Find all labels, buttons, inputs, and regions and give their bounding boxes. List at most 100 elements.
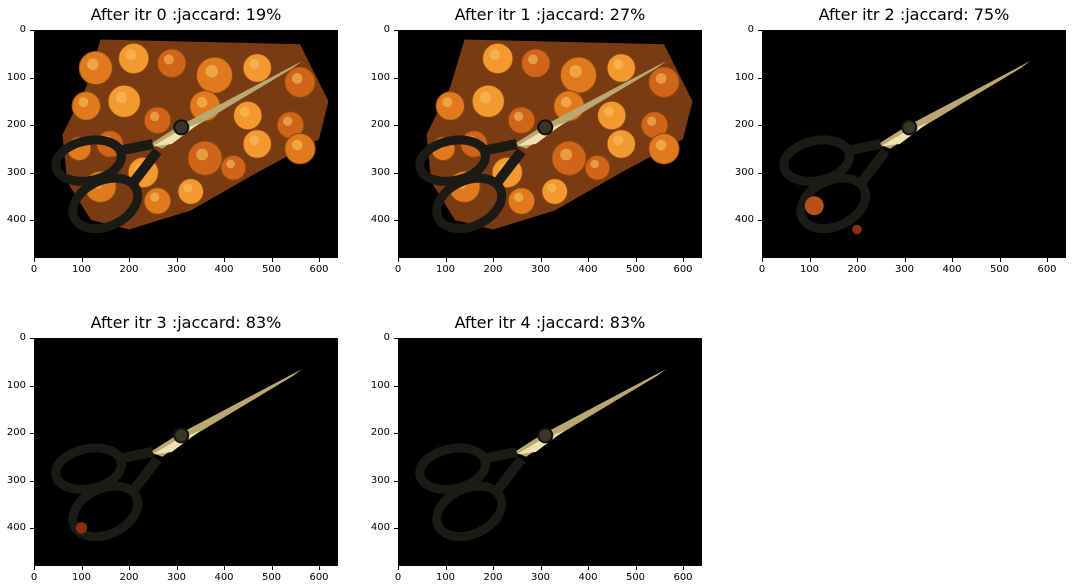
- scissor-pivot: [537, 119, 554, 136]
- x-tick-mark: [34, 258, 35, 262]
- segmentation-image: [34, 338, 338, 566]
- x-tick-label: 100: [71, 264, 92, 275]
- y-tick-label: 200: [6, 119, 26, 130]
- fruit-item: [143, 106, 172, 135]
- panel-title: After itr 4 :jaccard: 83%: [454, 313, 646, 332]
- x-tick-mark: [398, 566, 399, 570]
- x-tick-label: 0: [394, 264, 402, 275]
- y-tick-label: 400: [734, 214, 754, 225]
- y-tick-label: 100: [370, 379, 390, 391]
- x-tick-label: 600: [673, 264, 693, 275]
- x-tick-label: 0: [394, 572, 402, 583]
- y-tick-mark: [394, 172, 398, 174]
- x-tick-label: 100: [435, 572, 456, 583]
- y-tick-label: 0: [19, 332, 26, 343]
- x-tick-mark: [129, 566, 130, 570]
- y-tick-mark: [30, 77, 34, 79]
- y-tick-mark: [30, 480, 34, 482]
- x-tick-label: 500: [261, 264, 282, 275]
- panel-title: After itr 0 :jaccard: 19%: [90, 5, 282, 24]
- x-tick-label: 300: [894, 264, 915, 275]
- x-tick-label: 0: [758, 264, 766, 275]
- x-tick-mark: [271, 258, 273, 262]
- y-tick-mark: [758, 220, 762, 221]
- scissor-pivot: [901, 119, 918, 136]
- segmentation-panel: After itr 1 :jaccard: 27% 0 100 200 300 400 5…: [371, 5, 702, 278]
- x-tick-mark: [224, 566, 225, 570]
- panel-title: After itr 1 :jaccard: 27%: [454, 5, 646, 24]
- fruit-item: [584, 154, 611, 181]
- x-tick-mark: [588, 258, 589, 262]
- x-tick-mark: [635, 258, 637, 262]
- y-tick-mark: [30, 528, 34, 529]
- x-tick-label: 100: [799, 264, 820, 275]
- x-tick-label: 100: [435, 264, 456, 275]
- y-tick-label: 0: [383, 332, 390, 343]
- y-tick-mark: [30, 30, 34, 31]
- x-tick-label: 400: [214, 264, 234, 275]
- scissor-handle-bottom: [432, 481, 507, 542]
- x-tick-mark: [493, 566, 494, 570]
- x-tick-label: 200: [119, 572, 139, 583]
- y-tick-label: 400: [370, 522, 390, 533]
- y-tick-label: 100: [6, 71, 26, 83]
- y-tick-label: 300: [6, 474, 26, 486]
- x-tick-mark: [319, 258, 320, 262]
- y-tick-mark: [30, 433, 34, 434]
- x-tick-label: 400: [942, 264, 962, 275]
- x-tick-mark: [34, 566, 35, 570]
- x-tick-mark: [904, 258, 906, 262]
- y-tick-label: 0: [383, 24, 390, 35]
- segmentation-panel: After itr 3 :jaccard: 83% 0 100 200 300 400 5…: [7, 313, 338, 586]
- x-tick-label: 200: [847, 264, 867, 275]
- segmentation-image: [34, 30, 338, 258]
- y-tick-mark: [394, 220, 398, 221]
- y-tick-label: 200: [6, 427, 26, 438]
- x-tick-mark: [271, 566, 273, 570]
- x-tick-mark: [493, 258, 494, 262]
- x-tick-label: 0: [30, 264, 38, 275]
- scissor-handle-bottom: [68, 481, 143, 542]
- y-tick-mark: [394, 528, 398, 529]
- x-tick-mark: [1047, 258, 1048, 262]
- y-tick-mark: [394, 30, 398, 31]
- x-tick-mark: [129, 258, 130, 262]
- y-tick-label: 100: [6, 379, 26, 391]
- segmentation-image: [398, 338, 702, 566]
- x-tick-mark: [683, 566, 684, 570]
- scissor-handle-bottom: [68, 173, 143, 234]
- scissor-handle-bottom: [432, 173, 507, 234]
- y-tick-mark: [758, 30, 762, 31]
- x-tick-label: 100: [71, 572, 92, 583]
- x-tick-mark: [952, 258, 953, 262]
- panel-title: After itr 3 :jaccard: 83%: [90, 313, 282, 332]
- y-tick-mark: [394, 125, 398, 126]
- y-tick-label: 400: [6, 522, 26, 533]
- y-tick-mark: [394, 77, 398, 79]
- x-tick-label: 300: [530, 264, 551, 275]
- y-tick-label: 400: [370, 214, 390, 225]
- y-tick-mark: [394, 385, 398, 387]
- x-tick-label: 500: [625, 572, 646, 583]
- y-tick-mark: [758, 172, 762, 174]
- x-tick-mark: [81, 566, 83, 570]
- x-tick-label: 300: [166, 572, 187, 583]
- y-tick-label: 300: [370, 166, 390, 178]
- x-tick-mark: [809, 258, 811, 262]
- y-tick-label: 300: [734, 166, 754, 178]
- x-tick-mark: [176, 258, 178, 262]
- x-tick-label: 600: [309, 264, 329, 275]
- segmentation-image: [762, 30, 1066, 258]
- segmentation-image: [398, 30, 702, 258]
- panel-title: After itr 2 :jaccard: 75%: [818, 5, 1010, 24]
- y-tick-label: 200: [734, 119, 754, 130]
- x-tick-label: 400: [578, 572, 598, 583]
- x-tick-label: 400: [578, 264, 598, 275]
- x-tick-label: 400: [214, 572, 234, 583]
- scissors: [779, 60, 1031, 234]
- fruit-item: [507, 106, 536, 135]
- x-tick-label: 200: [483, 572, 503, 583]
- scissors: [415, 368, 667, 542]
- segmentation-panel: After itr 4 :jaccard: 83% 0 100 200 300 400 5…: [371, 313, 702, 586]
- scissor-pivot: [173, 427, 190, 444]
